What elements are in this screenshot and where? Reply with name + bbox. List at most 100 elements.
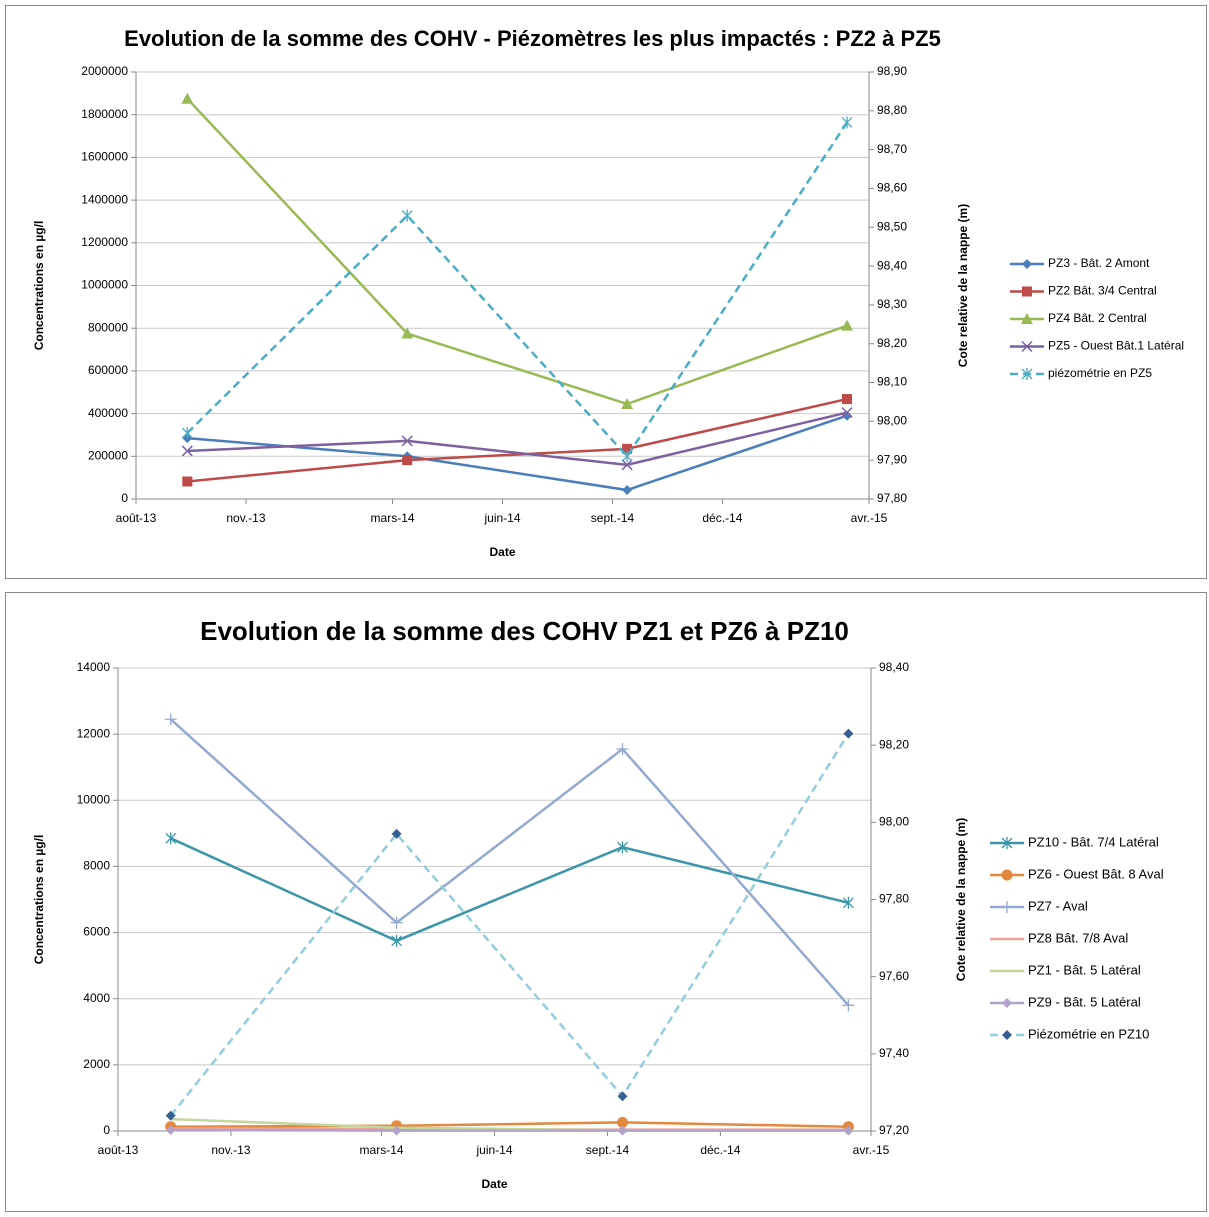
marker — [391, 828, 402, 839]
y-tick-label: 1200000 — [81, 235, 128, 249]
marker — [617, 841, 628, 854]
marker — [616, 743, 629, 756]
marker — [164, 713, 177, 726]
marker — [842, 896, 854, 909]
x-tick-label: sept.-14 — [591, 511, 635, 525]
marker-shape — [402, 455, 413, 466]
x-tick-label: avr.-15 — [851, 511, 888, 525]
marker-shape — [1022, 259, 1032, 269]
marker — [1021, 340, 1033, 353]
marker — [390, 916, 403, 929]
x-axis-title: Date — [489, 545, 515, 559]
y2-tick-label: 98,30 — [877, 297, 907, 311]
marker-shape — [181, 92, 194, 104]
chart-frame — [5, 592, 1207, 1212]
marker — [401, 435, 413, 447]
marker — [1002, 998, 1012, 1008]
x-tick-label: déc.-14 — [702, 511, 742, 525]
marker — [1021, 368, 1033, 380]
marker-shape — [621, 397, 634, 409]
y-tick-label: 8000 — [83, 859, 110, 873]
y2-tick-label: 98,50 — [877, 219, 907, 233]
y-tick-label: 2000000 — [81, 64, 128, 78]
y2-tick-label: 98,40 — [877, 258, 907, 272]
marker-shape — [1021, 340, 1033, 353]
marker-shape — [616, 743, 629, 756]
series-line — [187, 411, 848, 467]
chart-title: Evolution de la somme des COHV PZ1 et PZ… — [200, 616, 849, 646]
y2-tick-label: 98,80 — [877, 103, 907, 117]
series-line — [169, 732, 850, 1117]
marker-shape — [401, 435, 413, 447]
y2-tick-label: 98,60 — [877, 181, 907, 195]
x-tick-label: juin-14 — [475, 1143, 512, 1157]
series-line — [170, 1128, 849, 1132]
x-tick-label: avr.-15 — [853, 1143, 890, 1157]
marker-shape — [617, 841, 628, 854]
series-line — [187, 397, 848, 483]
marker-shape — [1001, 837, 1013, 849]
marker — [181, 445, 193, 457]
y2-tick-label: 97,60 — [879, 969, 909, 983]
series-line — [186, 121, 849, 459]
marker — [622, 443, 633, 454]
legend-label: piézométrie en PZ5 — [1048, 366, 1152, 380]
marker-shape — [841, 319, 854, 331]
series-line — [186, 97, 848, 406]
marker-shape — [841, 407, 853, 419]
marker — [1021, 313, 1033, 324]
marker — [617, 1125, 628, 1136]
marker — [402, 455, 413, 466]
marker — [401, 209, 413, 222]
marker-shape — [842, 896, 854, 909]
legend-label: PZ7 - Aval — [1028, 898, 1088, 913]
y-tick-label: 800000 — [88, 320, 128, 334]
y2-tick-label: 98,00 — [879, 815, 909, 829]
marker — [1001, 837, 1013, 849]
x-tick-label: sept.-14 — [586, 1143, 630, 1157]
marker — [843, 728, 854, 739]
marker — [165, 1125, 176, 1136]
y-tick-label: 1600000 — [81, 150, 128, 164]
marker-shape — [1021, 368, 1033, 380]
legend-label: PZ9 - Bât. 5 Latéral — [1028, 994, 1141, 1009]
y-tick-label: 1800000 — [81, 107, 128, 121]
marker — [621, 450, 633, 463]
y-tick-label: 0 — [121, 491, 128, 505]
marker — [1002, 1030, 1012, 1040]
marker — [401, 327, 414, 339]
marker — [617, 1091, 628, 1102]
legend-label: PZ2 Bât. 3/4 Central — [1048, 284, 1157, 298]
marker-shape — [843, 728, 854, 739]
marker-shape — [1001, 901, 1013, 913]
marker-shape — [401, 327, 414, 339]
legend-label: PZ1 - Bât. 5 Latéral — [1028, 962, 1141, 977]
marker — [181, 427, 193, 440]
x-tick-label: nov.-13 — [211, 1143, 250, 1157]
marker-shape — [181, 427, 193, 440]
marker — [1001, 869, 1013, 881]
marker-shape — [165, 1110, 176, 1121]
legend-label: PZ4 Bât. 2 Central — [1048, 311, 1147, 325]
chart-title: Evolution de la somme des COHV - Piézomè… — [124, 26, 941, 51]
marker — [1022, 286, 1032, 297]
marker-shape — [1022, 286, 1032, 297]
marker-shape — [622, 443, 633, 454]
marker-shape — [841, 116, 853, 129]
x-tick-label: juin-14 — [483, 511, 520, 525]
marker — [621, 397, 634, 409]
y2-tick-label: 98,10 — [877, 375, 907, 389]
y2-tick-label: 98,40 — [879, 660, 909, 674]
marker-shape — [622, 485, 633, 496]
y-tick-label: 1400000 — [81, 192, 128, 206]
marker-shape — [1002, 1030, 1012, 1040]
y-tick-label: 200000 — [88, 448, 128, 462]
y-tick-label: 4000 — [83, 991, 110, 1005]
y-tick-label: 2000 — [83, 1057, 110, 1071]
marker — [841, 407, 853, 419]
marker — [622, 485, 633, 496]
legend-label: PZ3 - Bât. 2 Amont — [1048, 256, 1150, 270]
marker — [165, 832, 177, 845]
marker-shape — [842, 999, 855, 1012]
